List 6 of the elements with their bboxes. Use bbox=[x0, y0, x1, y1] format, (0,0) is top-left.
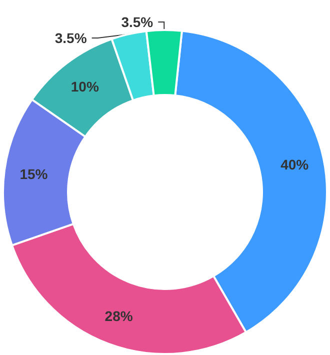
data-label: 15% bbox=[20, 166, 48, 182]
data-label: 10% bbox=[70, 78, 100, 94]
data-label: 40% bbox=[280, 156, 310, 172]
data-label: 3.5% bbox=[54, 30, 88, 46]
data-label: 28% bbox=[104, 308, 134, 324]
data-label: 3.5% bbox=[121, 14, 154, 30]
